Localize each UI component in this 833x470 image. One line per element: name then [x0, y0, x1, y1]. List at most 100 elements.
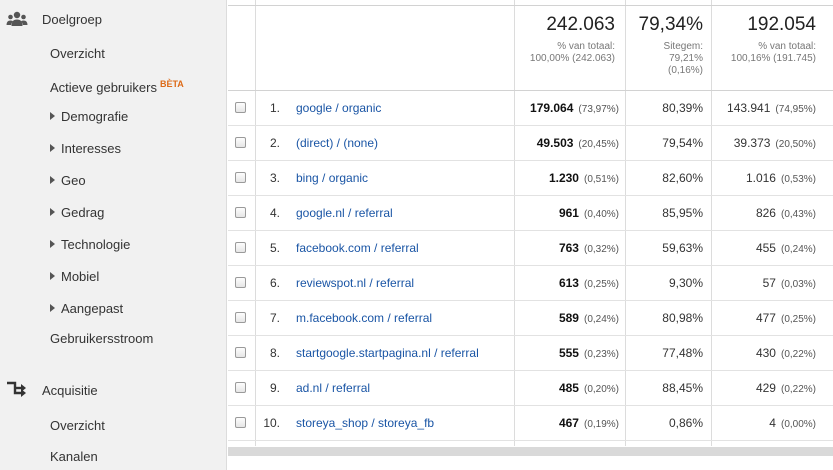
nav-demografie[interactable]: Demografie	[50, 108, 128, 126]
expand-triangle-icon	[50, 112, 55, 120]
table-row: 5. facebook.com / referral 763 (0,32%) 59,63…	[228, 231, 833, 266]
source-medium-link[interactable]: bing / organic	[296, 171, 369, 185]
row-number: 10.	[263, 416, 280, 430]
sessions-cell: 49.503 (20,45%)	[515, 136, 619, 150]
new-users-pct: (20,50%)	[775, 139, 816, 150]
row-checkbox[interactable]	[235, 312, 246, 323]
row-checkbox[interactable]	[235, 102, 246, 113]
new-sessions-pct-cell: 0,86%	[668, 416, 703, 430]
nav-aangepast[interactable]: Aangepast	[50, 300, 123, 318]
summary-new-users: 192.054	[747, 14, 816, 35]
horizontal-scrollbar[interactable]	[228, 447, 833, 456]
nav-label: Geo	[61, 173, 86, 188]
new-users-pct: (0,53%)	[780, 174, 816, 185]
new-sessions-pct-cell: 9,30%	[668, 276, 703, 290]
new-sessions-pct-cell: 79,54%	[662, 136, 703, 150]
row-divider	[228, 160, 833, 161]
new-users-cell: 826 (0,43%)	[712, 206, 816, 220]
nav-technologie[interactable]: Technologie	[50, 236, 130, 254]
new-users-cell: 4 (0,00%)	[712, 416, 816, 430]
row-checkbox[interactable]	[235, 417, 246, 428]
expand-triangle-icon	[50, 304, 55, 312]
sessions-value: 485	[558, 381, 579, 395]
nav-acq-overzicht[interactable]: Overzicht	[50, 417, 105, 435]
nav-geo[interactable]: Geo	[50, 172, 86, 190]
nav-gedrag[interactable]: Gedrag	[50, 204, 104, 222]
source-medium-link[interactable]: facebook.com / referral	[296, 241, 419, 255]
new-users-cell: 39.373 (20,50%)	[712, 136, 816, 150]
nav-label: Aangepast	[61, 301, 124, 316]
sessions-value: 1.230	[548, 171, 579, 185]
source-medium-link[interactable]: reviewspot.nl / referral	[296, 276, 415, 290]
source-medium-link[interactable]: (direct) / (none)	[296, 136, 379, 150]
new-users-value: 1.016	[745, 171, 776, 185]
row-checkbox[interactable]	[235, 242, 246, 253]
source-medium-link[interactable]: storeya_shop / storeya_fb	[296, 416, 435, 430]
new-users-pct: (0,00%)	[780, 419, 816, 430]
source-medium-link[interactable]: startgoogle.startpagina.nl / referral	[296, 346, 479, 360]
table-row: 9. ad.nl / referral 485 (0,20%) 88,45% 429 (0,…	[228, 371, 833, 406]
nav-label: Kanalen	[50, 449, 98, 464]
section-acquisitie[interactable]: Acquisitie	[0, 377, 227, 403]
new-users-value: 430	[755, 346, 776, 360]
section-doelgroep[interactable]: Doelgroep	[0, 6, 227, 32]
nav-gebruikersstroom[interactable]: Gebruikersstroom	[50, 330, 153, 348]
acquisition-arrows-icon	[7, 381, 26, 397]
section-acquisitie-label: Acquisitie	[42, 382, 98, 398]
row-checkbox[interactable]	[235, 207, 246, 218]
row-number: 5.	[269, 241, 280, 255]
summary-site-avg-value: 79,21%	[669, 53, 703, 64]
sessions-cell: 1.230 (0,51%)	[515, 171, 619, 185]
source-medium-link[interactable]: m.facebook.com / referral	[296, 311, 433, 325]
expand-triangle-icon	[50, 144, 55, 152]
sessions-pct: (0,23%)	[583, 349, 619, 360]
row-checkbox[interactable]	[235, 137, 246, 148]
row-divider	[228, 300, 833, 301]
nav-actieve-gebruikers[interactable]: Actieve gebruikers BÈTA	[50, 75, 184, 97]
sessions-cell: 589 (0,24%)	[515, 311, 619, 325]
source-medium-link[interactable]: ad.nl / referral	[296, 381, 371, 395]
nav-label: Mobiel	[61, 269, 100, 284]
source-medium-link[interactable]: google.nl / referral	[296, 206, 393, 220]
row-checkbox[interactable]	[235, 277, 246, 288]
new-users-pct: (74,95%)	[775, 104, 816, 115]
row-checkbox[interactable]	[235, 382, 246, 393]
summary-site-avg-label: Sitegem:	[663, 41, 703, 52]
sessions-value: 49.503	[536, 136, 574, 150]
sessions-cell: 555 (0,23%)	[515, 346, 619, 360]
nav-overzicht[interactable]: Overzicht	[50, 45, 105, 63]
new-users-cell: 477 (0,25%)	[712, 311, 816, 325]
new-sessions-pct-cell: 88,45%	[662, 381, 703, 395]
sessions-cell: 763 (0,32%)	[515, 241, 619, 255]
summary-sessions-total: 100,00% (242.063)	[529, 53, 615, 64]
row-divider	[228, 265, 833, 266]
row-number: 3.	[269, 171, 280, 185]
nav-label: Actieve gebruikers	[50, 80, 157, 95]
row-number: 4.	[269, 206, 280, 220]
new-users-pct: (0,03%)	[780, 279, 816, 290]
sessions-cell: 467 (0,19%)	[515, 416, 619, 430]
nav-label: Overzicht	[50, 46, 105, 61]
nav-mobiel[interactable]: Mobiel	[50, 268, 99, 286]
sessions-value: 763	[558, 241, 579, 255]
row-checkbox[interactable]	[235, 172, 246, 183]
expand-triangle-icon	[50, 240, 55, 248]
sessions-pct: (73,97%)	[578, 104, 619, 115]
nav-label: Gedrag	[61, 205, 105, 220]
sessions-pct: (20,45%)	[578, 139, 619, 150]
nav-kanalen[interactable]: Kanalen	[50, 448, 98, 466]
sidebar: Doelgroep Overzicht Actieve gebruikers BÈ…	[0, 0, 227, 470]
row-number: 2.	[269, 136, 280, 150]
row-number: 7.	[269, 311, 280, 325]
row-checkbox[interactable]	[235, 347, 246, 358]
new-users-value: 429	[755, 381, 776, 395]
new-users-cell: 430 (0,22%)	[712, 346, 816, 360]
source-medium-link[interactable]: google / organic	[296, 101, 382, 115]
table-row: 8. startgoogle.startpagina.nl / referral 5…	[228, 336, 833, 371]
new-users-value: 455	[755, 241, 776, 255]
nav-interesses[interactable]: Interesses	[50, 140, 121, 158]
sessions-pct: (0,24%)	[583, 314, 619, 325]
new-users-pct: (0,22%)	[780, 384, 816, 395]
sessions-cell: 179.064 (73,97%)	[515, 101, 619, 115]
table-row: 2. (direct) / (none) 49.503 (20,45%) 79,54% 3…	[228, 126, 833, 161]
